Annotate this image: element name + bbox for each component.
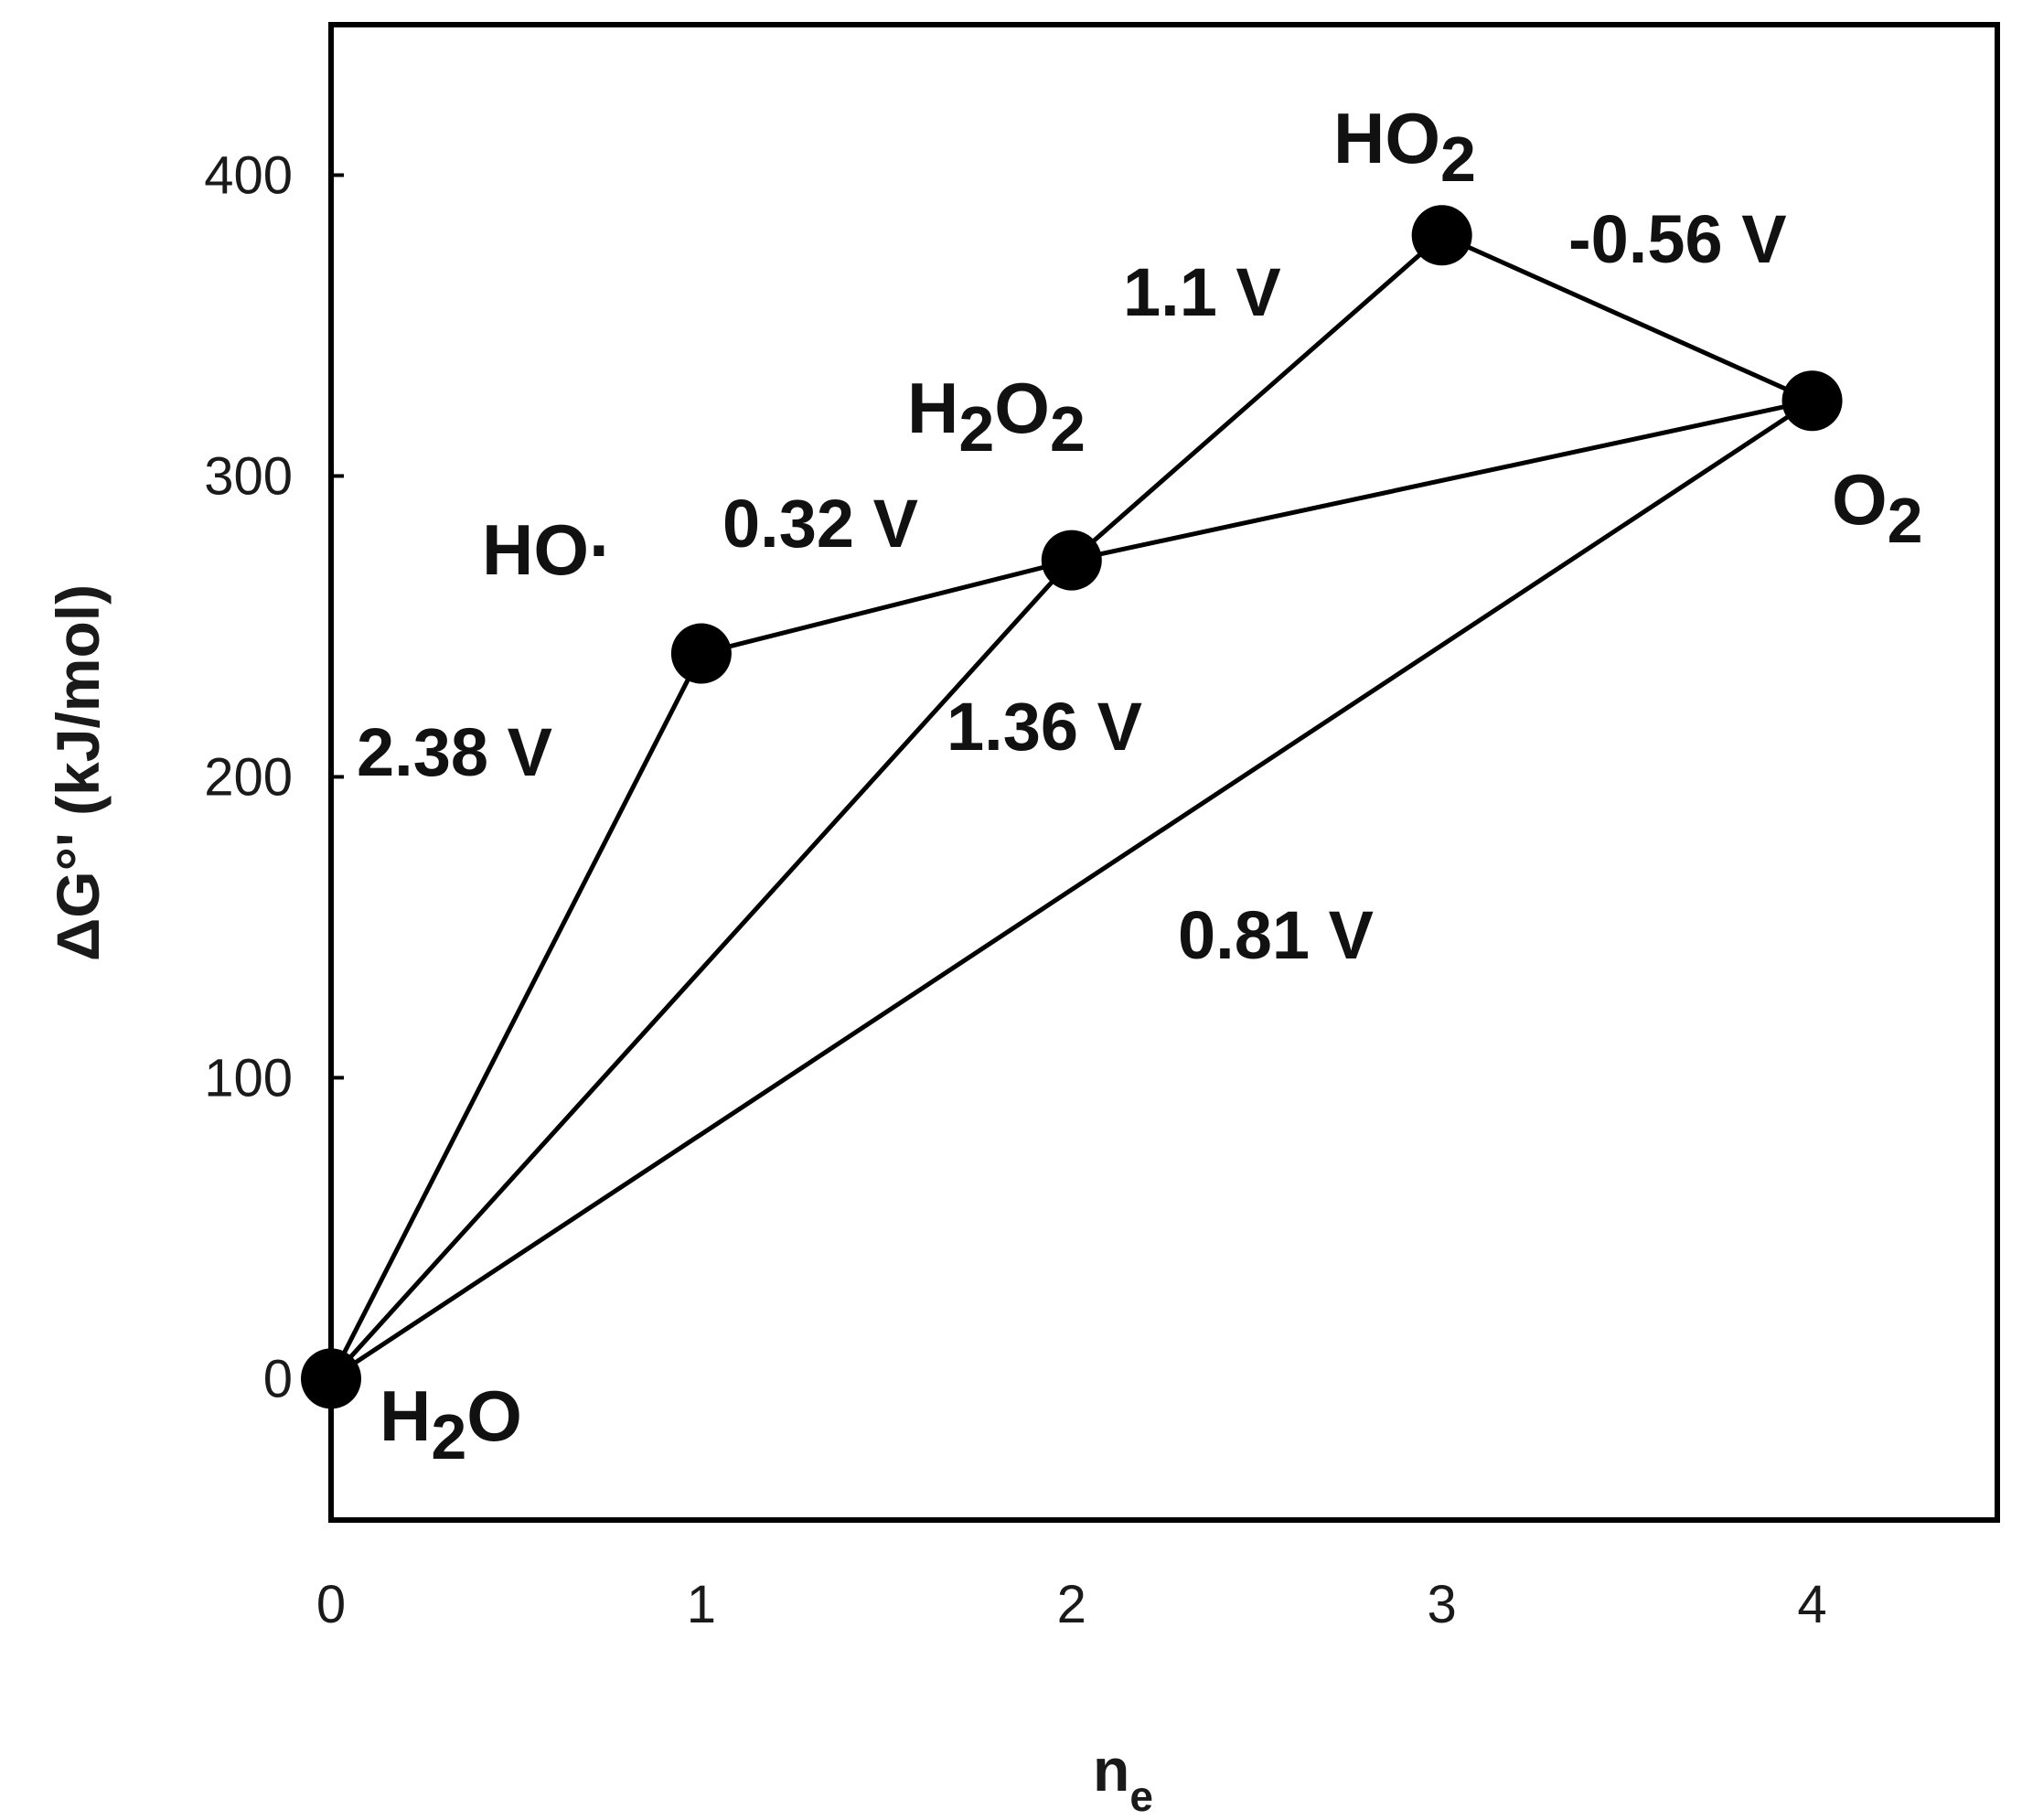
- x-tick-label: 1: [687, 1575, 716, 1634]
- plot-frame: [328, 22, 2000, 1523]
- point-label-ho2: HO2: [1333, 98, 1476, 195]
- point-ho: [670, 623, 732, 684]
- x-tick-label: 2: [1057, 1575, 1086, 1634]
- edge-h2o-o2: [329, 399, 1813, 1381]
- edge-label-h2o-h2o2: 1.36 V: [947, 689, 1142, 765]
- x-tick-label: 3: [1428, 1575, 1457, 1634]
- point-label-ho: HO·: [482, 509, 613, 590]
- point-o2: [1781, 370, 1843, 432]
- edge-h2o-h2o2: [329, 558, 1074, 1381]
- y-tick-label: 300: [204, 446, 293, 506]
- edge-label-h2o-o2: 0.81 V: [1178, 897, 1374, 973]
- y-tick-label: 200: [204, 747, 293, 807]
- edge-h2o-ho: [328, 652, 704, 1380]
- y-tick-label: 0: [263, 1349, 293, 1408]
- y-tick-label: 100: [204, 1048, 293, 1108]
- edge-h2o2-o2: [1071, 398, 1813, 563]
- x-axis-label: ne: [1093, 1736, 1153, 1820]
- edge-label-ho2-o2: -0.56 V: [1568, 201, 1787, 277]
- edge-label-h2o2-ho2: 1.1 V: [1123, 254, 1281, 330]
- point-labels: H2O HO· H2O2 HO2 O2: [380, 98, 1923, 1472]
- edge-ho2-o2: [1440, 232, 1813, 403]
- point-label-h2o2: H2O2: [907, 368, 1086, 465]
- x-tick-label: 4: [1797, 1575, 1826, 1634]
- edge-label-h2o-ho: 2.38 V: [357, 714, 552, 790]
- y-axis-label: ΔG°' (kJ/mol): [44, 584, 112, 961]
- edge-label-ho-h2o2: 0.32 V: [722, 486, 918, 562]
- edge-ho-h2o2: [701, 558, 1073, 656]
- point-label-h2o: H2O: [380, 1376, 522, 1472]
- y-tick-label: 400: [204, 145, 293, 205]
- y-ticks: 0 100 200 300 400: [204, 145, 344, 1408]
- x-tick-label: 0: [316, 1575, 346, 1634]
- edge-labels: 2.38 V 0.32 V 1.1 V -0.56 V 1.36 V 0.81 V: [357, 201, 1787, 973]
- edges-layer: [328, 232, 1813, 1381]
- edge-h2o2-ho2: [1070, 233, 1444, 562]
- point-label-o2: O2: [1832, 459, 1923, 556]
- point-h2o2: [1041, 530, 1102, 591]
- points-layer: [301, 205, 1843, 1409]
- x-axis-label-subscript: e: [1129, 1772, 1153, 1820]
- point-ho2: [1411, 205, 1472, 266]
- x-ticks: 0 1 2 3 4: [316, 1575, 1827, 1634]
